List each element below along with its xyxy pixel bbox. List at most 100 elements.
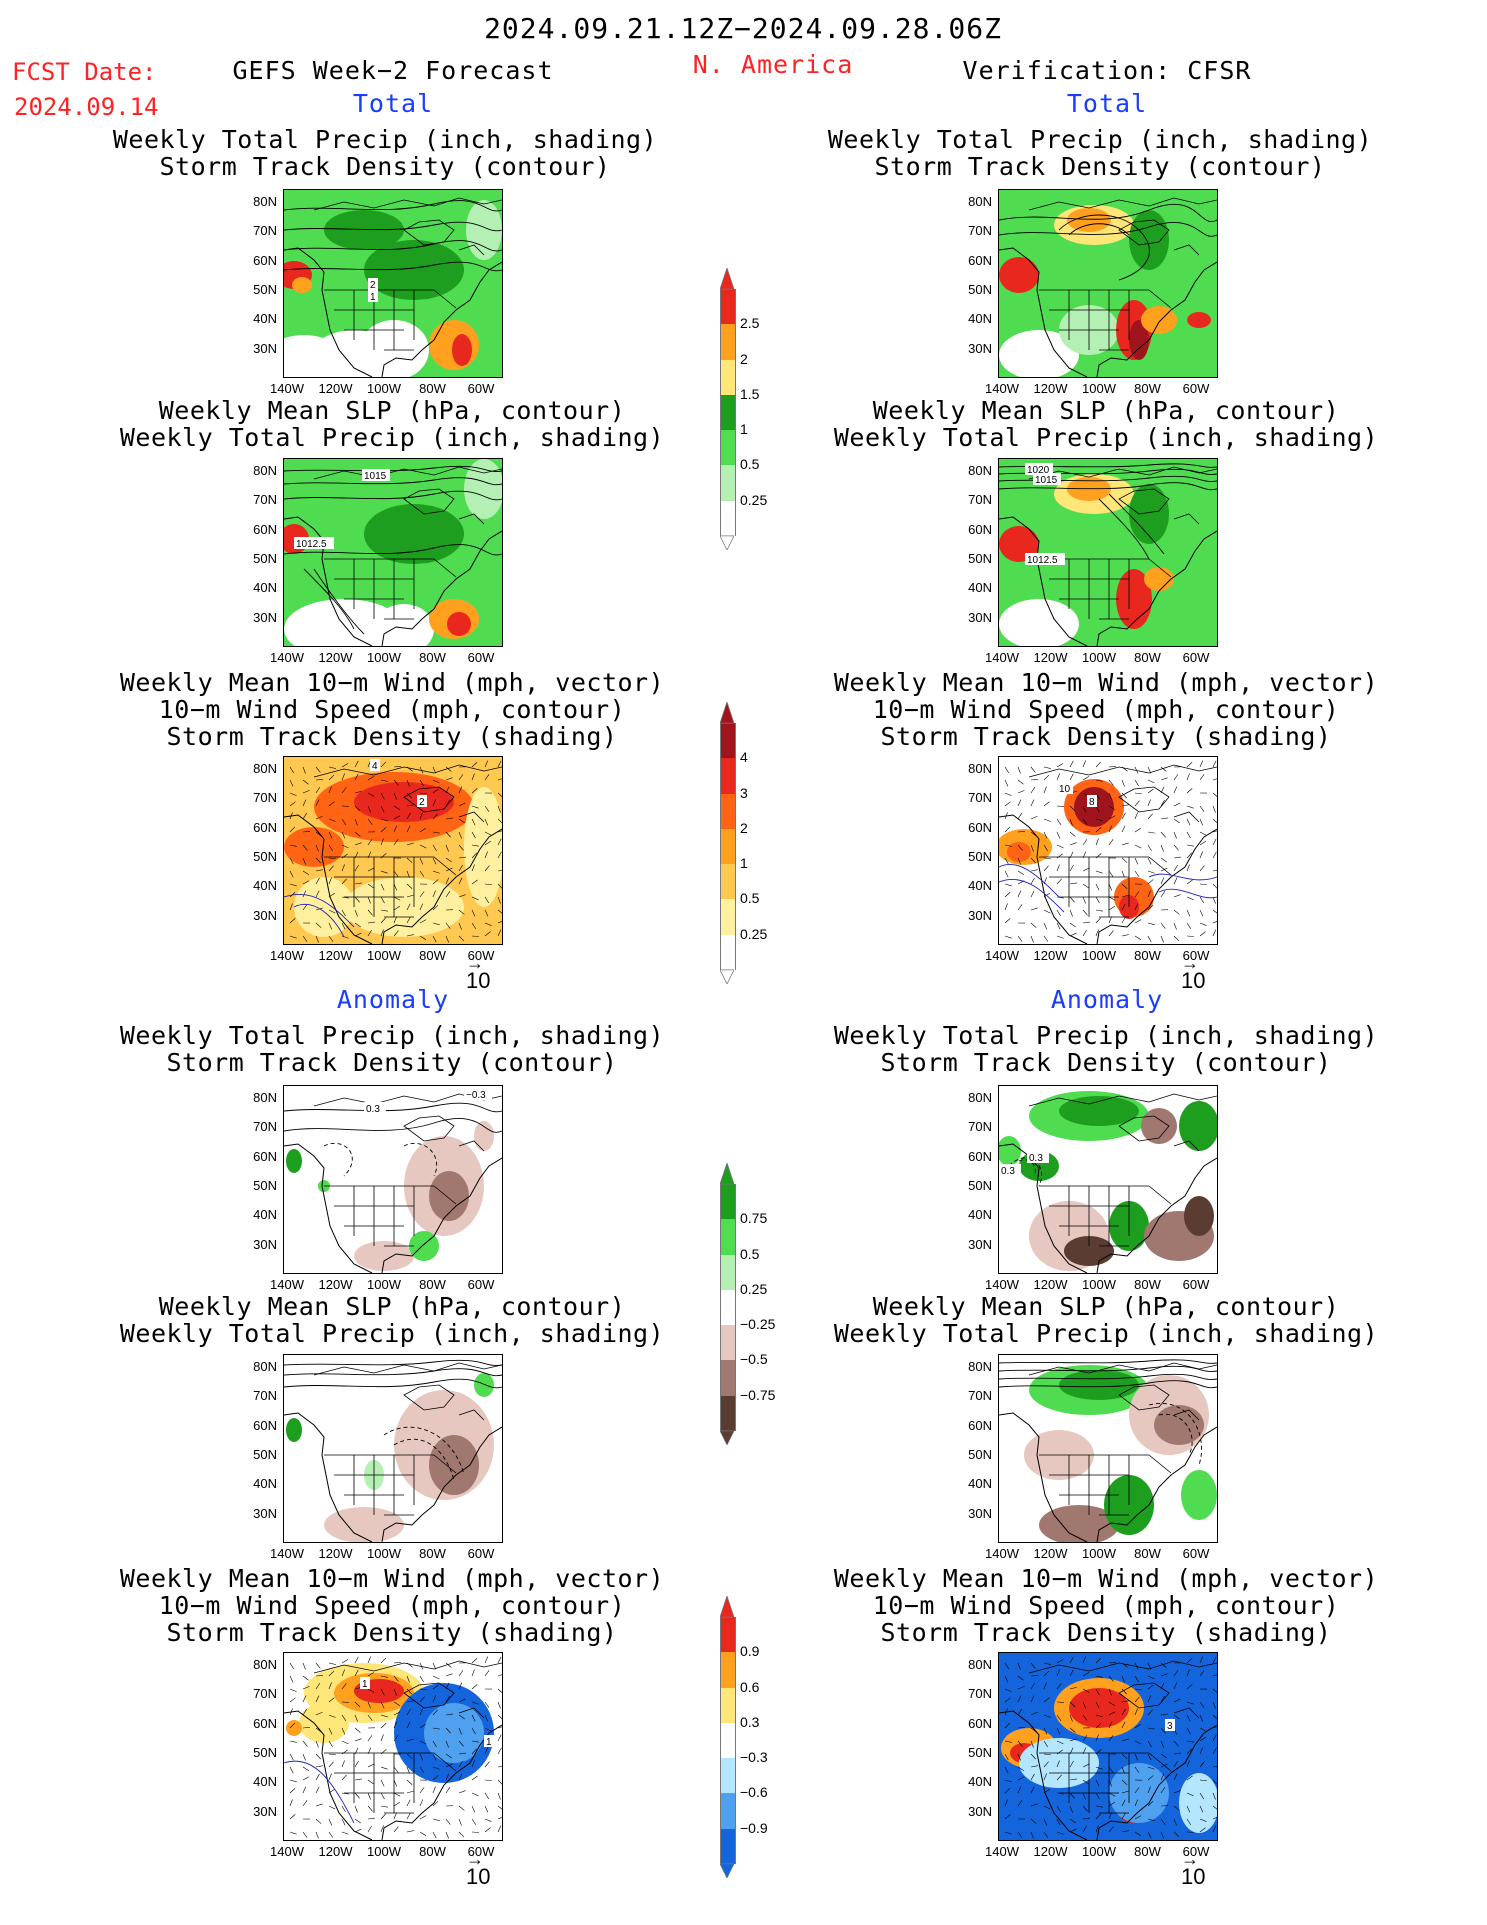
lat-label: 50N — [968, 1446, 992, 1462]
lat-label: 30N — [968, 609, 992, 625]
lon-label: 80W — [419, 1277, 446, 1292]
colorbar-ends — [720, 1163, 734, 1445]
colorbar-segment — [720, 1289, 736, 1326]
lon-label: 60W — [467, 948, 495, 963]
lat-label: 40N — [968, 580, 992, 596]
lon-label: 60W — [1182, 948, 1210, 963]
colorbar-storm-total: 4 3 2 1 0.5 0.25 — [720, 702, 767, 984]
lon-label: 120W — [1033, 1844, 1068, 1859]
lon-label: 140W — [270, 948, 304, 963]
lon-label: 60W — [467, 650, 495, 665]
map-graphic: 1015 1012.5 — [284, 459, 502, 646]
lat-label: 60N — [253, 1715, 277, 1731]
lon-label: 100W — [367, 1844, 401, 1859]
colorbar-label: 0.25 — [740, 925, 768, 942]
title-fc-tot-precip: Weekly Total Precip (inch, shading) Stor… — [112, 125, 658, 181]
colorbar-label: 1 — [740, 421, 748, 438]
lon-label: 60W — [467, 1277, 495, 1292]
colorbar-label: 0.25 — [740, 1280, 768, 1297]
map-ob-an-wind: 3 — [998, 1652, 1218, 1841]
map-fc-an-precip: 0.3 −0.3 — [283, 1085, 503, 1274]
lon-label: 120W — [318, 1546, 353, 1561]
map-ob-an-slp — [998, 1354, 1218, 1543]
lon-label: 80W — [1134, 1277, 1161, 1292]
svg-text:−0.3: −0.3 — [466, 1090, 486, 1101]
map-graphic: 21 — [284, 190, 502, 377]
vector-ref-label: 10 — [466, 968, 491, 993]
lat-label: 50N — [253, 848, 277, 864]
colorbar-label: 0.6 — [740, 1678, 760, 1695]
lon-label: 120W — [1033, 1277, 1068, 1292]
lat-label: 40N — [968, 311, 992, 327]
lat-label: 40N — [253, 311, 277, 327]
lat-label: 70N — [253, 1388, 277, 1404]
lat-label: 40N — [253, 1476, 277, 1492]
lon-label: 80W — [419, 650, 446, 665]
colorbar-label: −0.9 — [740, 1819, 768, 1836]
lon-label: 60W — [467, 381, 495, 396]
title-ob-tot-wind: Weekly Mean 10−m Wind (mph, vector) 10−m… — [833, 668, 1379, 751]
colorbar-segment — [720, 1254, 736, 1290]
lat-label: 40N — [253, 878, 277, 894]
lon-label: 100W — [367, 948, 401, 963]
colorbar-label: 1.5 — [740, 385, 760, 402]
lat-label: 30N — [968, 1803, 992, 1819]
vector-ref-label: 10 — [1181, 1864, 1206, 1889]
colorbar-label: −0.25 — [740, 1316, 776, 1333]
title-fc-tot-slp: Weekly Mean SLP (hPa, contour) Weekly To… — [119, 396, 665, 452]
map-graphic: 10 8 — [999, 757, 1217, 944]
lat-label: 60N — [253, 252, 277, 268]
lat-label: 30N — [968, 1505, 992, 1521]
lat-label: 70N — [968, 1388, 992, 1404]
lat-label: 60N — [968, 521, 992, 537]
map-graphic — [999, 1355, 1217, 1542]
lat-label: 70N — [968, 1686, 992, 1702]
colorbar-ends — [720, 1596, 734, 1878]
colorbar-segment — [720, 758, 736, 794]
lon-label: 100W — [367, 650, 401, 665]
lat-label: 80N — [968, 1657, 992, 1672]
lat-label: 70N — [968, 492, 992, 508]
colorbar-segment — [720, 1652, 736, 1688]
lat-label: 30N — [968, 1236, 992, 1252]
svg-text:1: 1 — [486, 1737, 492, 1748]
svg-text:3: 3 — [1167, 1721, 1173, 1732]
lon-label: 140W — [270, 1844, 304, 1859]
colorbar-segment — [720, 723, 736, 759]
colorbar-segment — [720, 289, 736, 325]
lon-label: 100W — [367, 1277, 401, 1292]
title-fc-an-precip: Weekly Total Precip (inch, shading) Stor… — [119, 1021, 665, 1077]
lon-label: 120W — [1033, 948, 1068, 963]
lat-label: 50N — [968, 848, 992, 864]
lon-label: 80W — [1134, 1546, 1161, 1561]
lat-label: 50N — [968, 281, 992, 297]
svg-text:8: 8 — [1089, 797, 1095, 808]
vector-ref-fc-an: → 10 — [466, 1849, 491, 1889]
lat-label: 40N — [968, 1774, 992, 1790]
map-ob-tot-wind: 10 8 — [998, 756, 1218, 945]
lat-label: 80N — [253, 761, 277, 776]
colorbar-segment — [720, 324, 736, 360]
colorbar-storm-anomaly: 0.9 0.6 0.3 −0.3 −0.6 −0.9 — [720, 1596, 768, 1878]
lat-label: 70N — [253, 1119, 277, 1135]
lat-label: 80N — [253, 194, 277, 209]
lat-label: 50N — [253, 1446, 277, 1462]
section-anomaly-left: Anomaly — [336, 985, 450, 1014]
lat-label: 70N — [253, 223, 277, 239]
lat-label: 30N — [253, 340, 277, 356]
colorbar-segment — [720, 394, 736, 431]
vector-ref-ob-an: → 10 — [1181, 1849, 1206, 1889]
lat-label: 80N — [968, 194, 992, 209]
title-ob-an-precip: Weekly Total Precip (inch, shading) Stor… — [833, 1021, 1379, 1077]
lat-label: 60N — [968, 1715, 992, 1731]
lat-label: 80N — [968, 1090, 992, 1105]
colorbar-segment — [720, 1758, 736, 1794]
map-fc-tot-slp: 1015 1012.5 — [283, 458, 503, 647]
lon-label: 140W — [270, 381, 304, 396]
title-ob-tot-slp: Weekly Mean SLP (hPa, contour) Weekly To… — [833, 396, 1379, 452]
lon-label: 140W — [985, 1546, 1019, 1561]
colorbar-segment — [720, 500, 736, 536]
colorbar-segment — [720, 1325, 736, 1361]
